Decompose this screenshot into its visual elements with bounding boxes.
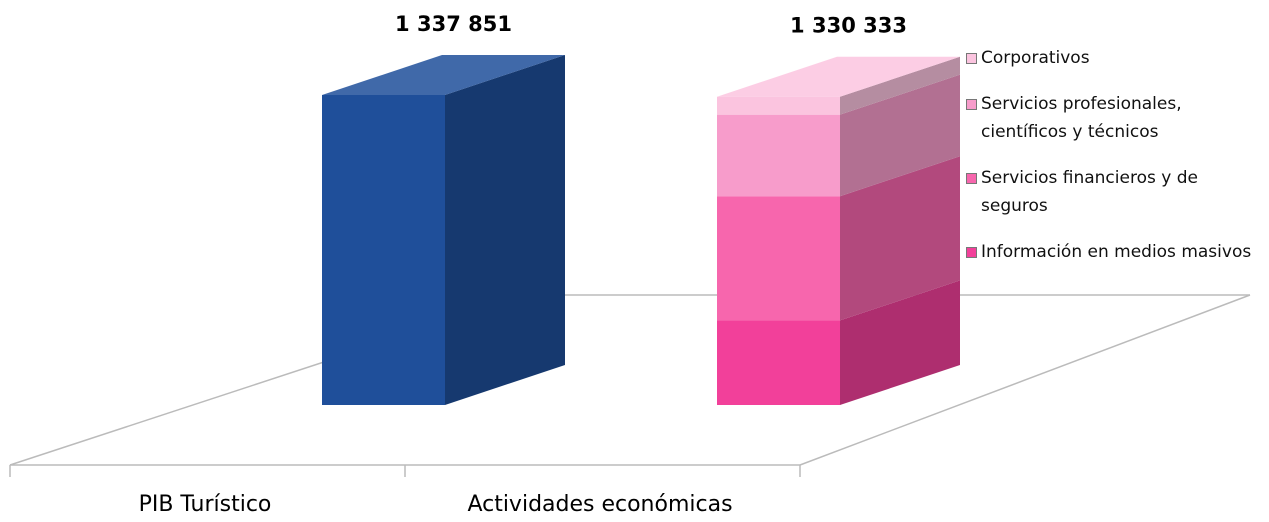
bar-front xyxy=(717,114,840,197)
legend-swatch xyxy=(966,53,977,64)
bar-front xyxy=(322,95,445,405)
bar-side xyxy=(840,156,960,321)
floor-edge xyxy=(9,359,331,466)
bar-side xyxy=(445,55,565,405)
legend-swatch xyxy=(966,173,977,184)
legend-item: Información en medios masivos xyxy=(966,238,1256,266)
legend-swatch xyxy=(966,99,977,110)
legend: Corporativos Servicios profesionales, cie… xyxy=(966,44,1256,284)
bar-top xyxy=(322,55,565,95)
x-tick-label: PIB Turístico xyxy=(139,492,272,517)
floor xyxy=(9,294,1251,477)
bar-side xyxy=(840,56,960,115)
bar-front xyxy=(717,320,840,405)
legend-label: Servicios financieros y de seguros xyxy=(981,168,1198,216)
bar-side xyxy=(840,280,960,405)
value-label: 1 337 851 xyxy=(395,12,512,36)
x-tick-label: Actividades económicas xyxy=(467,492,732,517)
legend-label: Corporativos xyxy=(981,48,1090,68)
bar-side xyxy=(840,74,960,197)
legend-label: Información en medios masivos xyxy=(981,242,1252,262)
bar-front xyxy=(717,96,840,115)
bar-top xyxy=(717,56,960,97)
value-label: 1 330 333 xyxy=(790,14,907,38)
bar-front xyxy=(717,196,840,321)
legend-item: Servicios financieros y de seguros xyxy=(966,164,1256,220)
legend-swatch xyxy=(966,247,977,258)
floor-edge xyxy=(799,294,1251,466)
legend-item: Servicios profesionales, científicos y t… xyxy=(966,90,1256,146)
legend-label: Servicios profesionales, científicos y t… xyxy=(981,94,1182,142)
legend-item: Corporativos xyxy=(966,44,1256,72)
